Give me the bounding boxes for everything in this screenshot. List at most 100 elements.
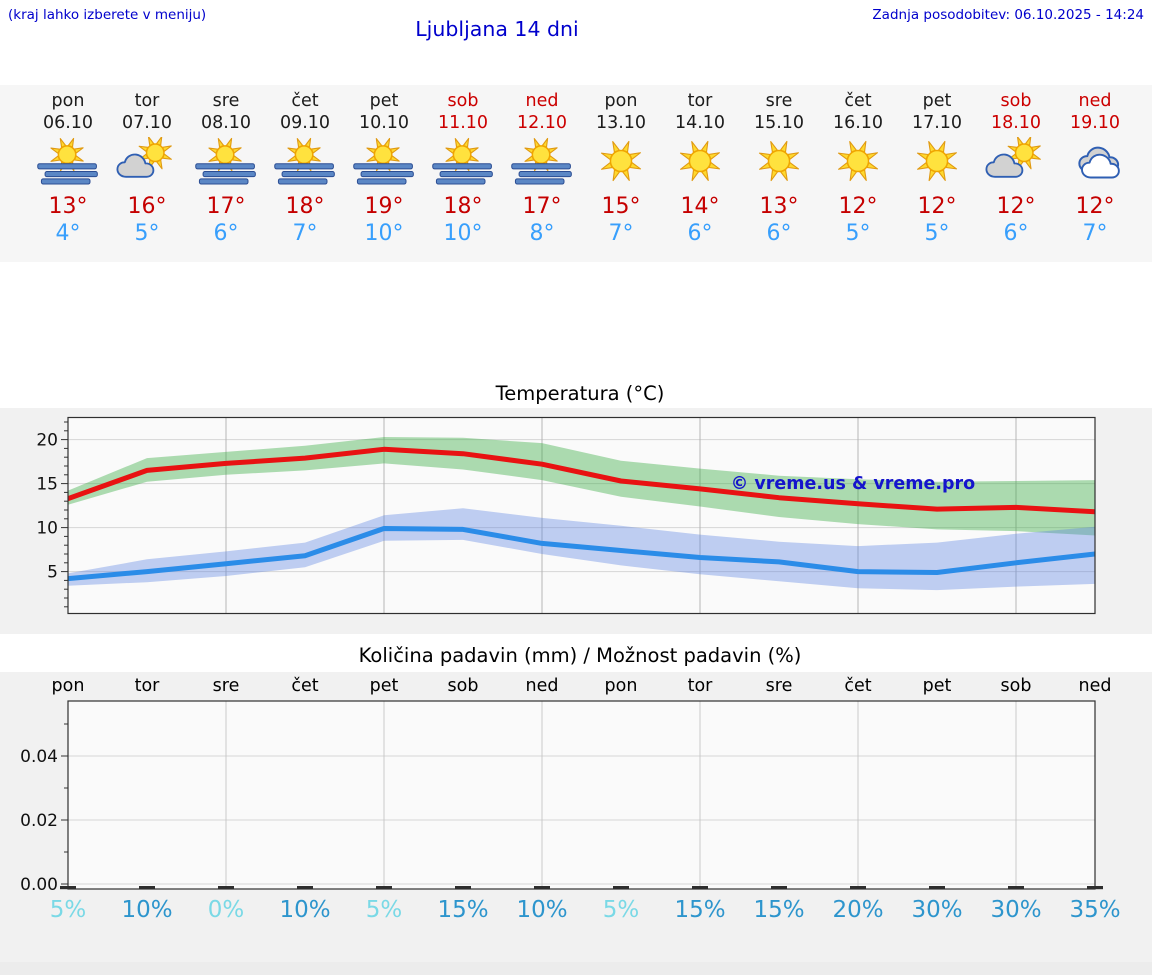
precip-probability: 10% [279, 897, 331, 923]
day-cell: sre 15.10 13° 6° [740, 85, 819, 247]
day-name: ned [1078, 91, 1112, 111]
day-min-temp: 4° [55, 221, 81, 246]
day-cell: čet 09.10 18° 7° [266, 85, 345, 247]
weather-icon-sun [679, 140, 721, 182]
day-icon-wrap [977, 134, 1056, 188]
day-min-temp: 7° [608, 221, 634, 246]
day-date: 17.10 [911, 113, 963, 133]
day-date: 06.10 [42, 113, 94, 133]
svg-text:0.00: 0.00 [20, 875, 58, 892]
day-min-temp: 10° [443, 221, 483, 246]
day-max-temp: 15° [601, 194, 641, 219]
precip-bar [850, 886, 866, 890]
day-min-temp: 5° [134, 221, 160, 246]
day-max-temp: 12° [838, 194, 878, 219]
precip-bar [692, 886, 708, 890]
day-max-temp: 16° [127, 194, 167, 219]
weather-icon-sun-cloud [116, 136, 172, 178]
svg-text:10: 10 [36, 519, 58, 539]
last-update-label: Zadnja posodobitev: 06.10.2025 - 14:24 [872, 7, 1144, 23]
day-date: 18.10 [990, 113, 1042, 133]
day-name: pet [369, 91, 399, 111]
precip-bar [218, 886, 234, 890]
precip-day-label: čet [291, 676, 319, 696]
day-name: tor [687, 91, 713, 111]
precip-probability: 5% [49, 897, 87, 923]
precip-day-label: čet [844, 676, 872, 696]
svg-text:0.04: 0.04 [20, 747, 58, 767]
day-date: 12.10 [516, 113, 568, 133]
precip-bar [613, 886, 629, 890]
svg-text:5: 5 [47, 563, 58, 583]
precip-bar [929, 886, 945, 890]
day-min-temp: 6° [766, 221, 792, 246]
day-name: tor [134, 91, 160, 111]
day-cell: tor 14.10 14° 6° [661, 85, 740, 247]
day-max-temp: 12° [917, 194, 957, 219]
day-cell: ned 19.10 12° 7° [1056, 85, 1135, 247]
precip-probability: 30% [911, 897, 963, 923]
weather-icon-sun-fog [432, 137, 493, 185]
day-name: sre [212, 91, 240, 111]
day-icon-wrap [898, 134, 977, 188]
day-cell: pet 10.10 19° 10° [345, 85, 424, 247]
day-max-temp: 19° [364, 194, 404, 219]
day-min-temp: 7° [292, 221, 318, 246]
weather-icon-sun [600, 140, 642, 182]
day-date: 14.10 [674, 113, 726, 133]
watermark-link[interactable]: © vreme.us & vreme.pro [731, 474, 975, 494]
day-date: 19.10 [1069, 113, 1121, 133]
weather-icon-sun-fog [353, 137, 414, 185]
day-icon-wrap [819, 134, 898, 188]
forecast-strip-background [0, 85, 1152, 262]
day-min-temp: 7° [1082, 221, 1108, 246]
precip-bar [455, 886, 471, 890]
precip-probability: 0% [207, 897, 245, 923]
weather-icon-sun-fog [37, 137, 98, 185]
day-name: sre [765, 91, 793, 111]
temperature-chart-title: Temperatura (°C) [495, 382, 665, 405]
precip-bar [534, 886, 550, 890]
day-min-temp: 6° [213, 221, 239, 246]
day-icon-wrap [266, 134, 345, 188]
day-max-temp: 17° [522, 194, 562, 219]
precip-day-label: pon [51, 676, 85, 696]
precip-bar [139, 886, 155, 890]
weather-icon-sun-cloud [985, 136, 1041, 178]
svg-text:0.02: 0.02 [20, 811, 58, 831]
precip-probability: 35% [1069, 897, 1121, 923]
day-icon-wrap [1056, 134, 1135, 188]
precip-day-label: sre [765, 676, 793, 696]
day-date: 08.10 [200, 113, 252, 133]
day-cell: čet 16.10 12° 5° [819, 85, 898, 247]
precip-day-label: sre [212, 676, 240, 696]
day-max-temp: 18° [443, 194, 483, 219]
day-cell: sob 18.10 12° 6° [977, 85, 1056, 247]
day-name: sob [447, 91, 479, 111]
day-name: pon [604, 91, 638, 111]
day-name: ned [525, 91, 559, 111]
precip-chart: 0.00 0.02 0.04 [20, 700, 1103, 892]
page-title: Ljubljana 14 dni [415, 17, 579, 41]
temperature-chart: 5 10 15 20 © vreme.us & vreme.pro [36, 416, 1096, 615]
precip-probability: 20% [832, 897, 884, 923]
day-icon-wrap [424, 134, 503, 188]
day-icon-wrap [740, 134, 819, 188]
day-min-temp: 6° [1003, 221, 1029, 246]
day-max-temp: 13° [48, 194, 88, 219]
day-date: 16.10 [832, 113, 884, 133]
day-icon-wrap [345, 134, 424, 188]
day-name: pet [922, 91, 952, 111]
precip-chart-title: Količina padavin (mm) / Možnost padavin … [358, 644, 802, 667]
weather-icon-sun [758, 140, 800, 182]
day-date: 07.10 [121, 113, 173, 133]
precip-probability: 10% [516, 897, 568, 923]
precip-probability: 10% [121, 897, 173, 923]
day-cell: pon 06.10 13° 4° [29, 85, 108, 247]
precip-probability: 15% [753, 897, 805, 923]
day-name: čet [291, 91, 319, 111]
day-cell: sob 11.10 18° 10° [424, 85, 503, 247]
day-max-temp: 12° [1075, 194, 1115, 219]
precip-day-label: tor [687, 676, 713, 696]
day-cell: tor 07.10 16° 5° [108, 85, 187, 247]
